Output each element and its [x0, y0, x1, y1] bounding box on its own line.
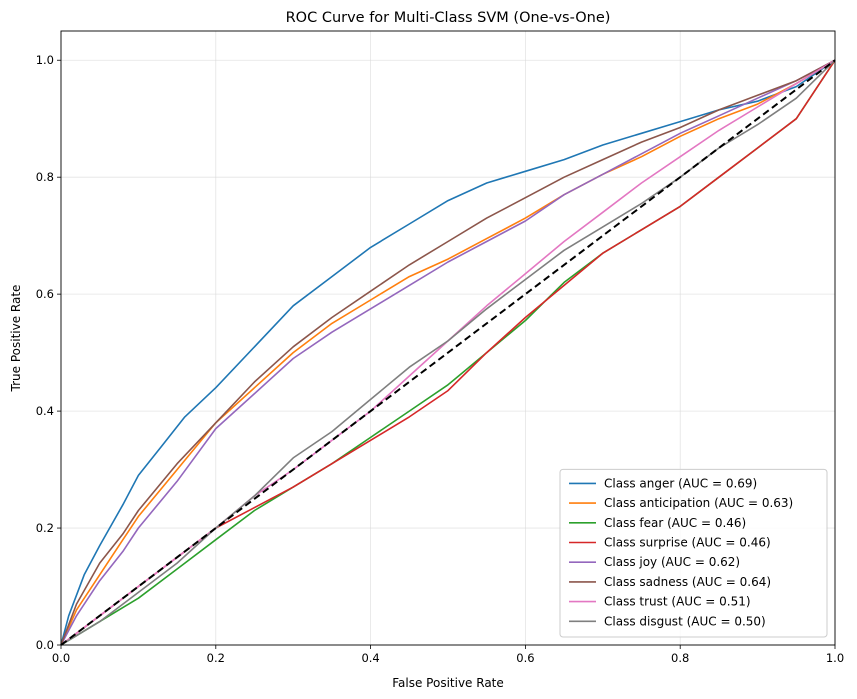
legend-entry: Class joy (AUC = 0.62) [604, 555, 740, 569]
legend-entry: Class trust (AUC = 0.51) [604, 595, 751, 609]
series-line-1 [60, 59, 836, 646]
plot-frame [60, 30, 836, 646]
x-tick-label: 0.0 [52, 651, 70, 665]
y-tick-label: 0.8 [36, 170, 54, 184]
x-tick-label: 0.4 [361, 651, 379, 665]
x-tick-label: 1.0 [826, 651, 844, 665]
chart-title: ROC Curve for Multi-Class SVM (One-vs-On… [286, 10, 611, 26]
legend: Class anger (AUC = 0.69) Class anticipati… [559, 468, 828, 638]
legend-entry: Class disgust (AUC = 0.50) [604, 614, 766, 628]
y-tick-label: 0.6 [36, 287, 54, 301]
series-line-5 [60, 59, 836, 646]
legend-entry: Class anger (AUC = 0.69) [604, 476, 757, 490]
y-axis-label: True Positive Rate [9, 285, 23, 393]
chance-diagonal-line [60, 59, 836, 646]
y-axis: 0.0 0.2 0.4 0.6 0.8 1.0 [36, 53, 61, 652]
y-tick-label: 1.0 [36, 53, 54, 67]
legend-entry: Class surprise (AUC = 0.46) [604, 536, 771, 550]
x-tick-label: 0.8 [671, 651, 689, 665]
x-axis-label: False Positive Rate [392, 676, 504, 690]
y-tick-label: 0.4 [36, 404, 54, 418]
x-tick-label: 0.6 [516, 651, 534, 665]
series-line-0 [60, 59, 836, 646]
x-tick-label: 0.2 [207, 651, 225, 665]
legend-entry: Class fear (AUC = 0.46) [604, 516, 746, 530]
legend-entry: Class anticipation (AUC = 0.63) [604, 496, 793, 510]
plot-lines [60, 59, 836, 646]
y-tick-label: 0.2 [36, 521, 54, 535]
x-axis: 0.0 0.2 0.4 0.6 0.8 1.0 [52, 645, 844, 665]
y-tick-label: 0.0 [36, 638, 54, 652]
series-line-4 [60, 59, 836, 646]
legend-box [559, 468, 828, 638]
legend-entry: Class sadness (AUC = 0.64) [604, 575, 771, 589]
